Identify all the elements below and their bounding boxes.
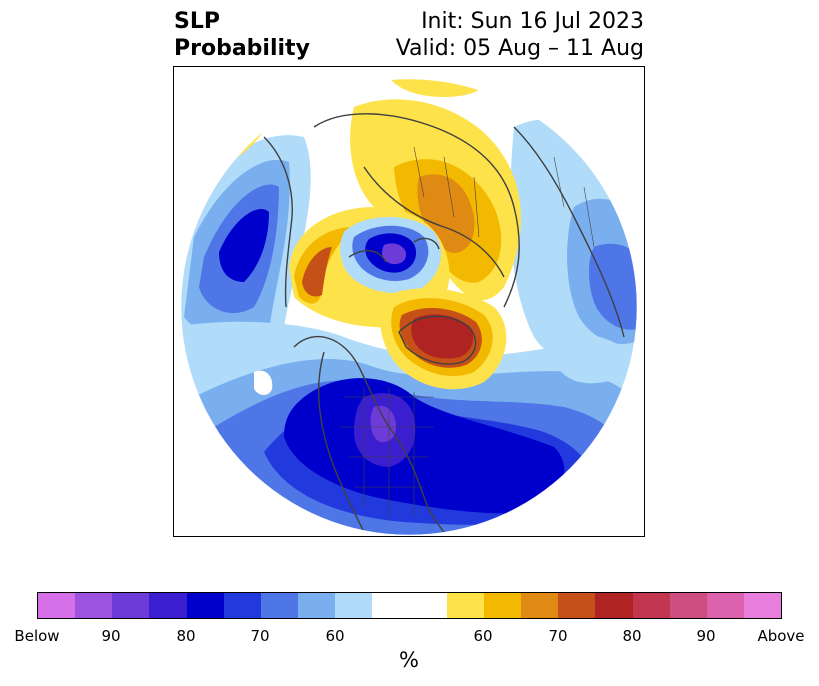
polar-ring-dark-orange [302, 247, 332, 297]
colorbar-swatch-17 [632, 593, 670, 618]
polar-purple-low [381, 243, 407, 265]
colorbar-tick-label: Below [14, 627, 60, 645]
colorbar-swatch-8 [298, 593, 336, 618]
colorbar-tick-label: 60 [473, 627, 493, 645]
colorbar-swatch-10 [372, 593, 410, 618]
title-line-probability: Probability [174, 36, 310, 61]
map-title: SLP Probability [174, 8, 310, 62]
border-grid-2 [363, 387, 415, 517]
colorbar-swatch-2 [75, 593, 113, 618]
colorbar [37, 592, 782, 619]
colorbar-swatch-16 [595, 593, 633, 618]
coast-america-west [318, 351, 365, 533]
coast-greenland [398, 315, 477, 365]
colorbar-swatch-13 [483, 593, 522, 618]
colorbar-tick-label: 60 [325, 627, 345, 645]
colorbar-swatch-4 [149, 593, 187, 618]
title-line-slp: SLP [174, 9, 220, 34]
coast-europe [363, 166, 505, 278]
colorbar-tick-label: 90 [101, 627, 121, 645]
colorbar-unit: % [399, 648, 419, 672]
colorbar-tick-label: 70 [250, 627, 270, 645]
colorbar-swatch-15 [558, 593, 596, 618]
valid-range: Valid: 05 Aug – 11 Aug [395, 36, 644, 61]
coast-asia-east [513, 126, 625, 338]
colorbar-swatch-7 [260, 593, 299, 618]
siberia-blue-70 [589, 243, 637, 330]
north-america-purple-core [370, 405, 396, 443]
southern-blue-core [284, 378, 565, 514]
map-panel [173, 66, 645, 537]
colorbar-swatch-20 [743, 593, 782, 618]
forecast-dates: Init: Sun 16 Jul 2023 Valid: 05 Aug – 11… [396, 8, 644, 62]
colorbar-tick-label: 90 [696, 627, 716, 645]
map-disk-outline [180, 78, 638, 536]
europe-yellow [384, 79, 494, 97]
colorbar-tick-label: Above [757, 627, 805, 645]
colorbar-swatch-19 [706, 593, 744, 618]
colorbar-tick-label: 80 [176, 627, 196, 645]
colorbar-swatch-3 [112, 593, 150, 618]
colorbar-swatch-12 [446, 593, 484, 618]
colorbar-swatch-5 [186, 593, 224, 618]
border-eurasia [413, 146, 595, 248]
pacific-white-hole [254, 370, 273, 395]
init-date: Init: Sun 16 Jul 2023 [421, 9, 644, 34]
colorbar-swatch-9 [335, 593, 373, 618]
colorbar-tick-label: 70 [548, 627, 568, 645]
colorbar-swatch-11 [409, 593, 447, 618]
coast-eurasia [313, 113, 520, 308]
coast-alaska [263, 136, 293, 308]
pacific-blue-core [219, 208, 269, 282]
colorbar-swatch-6 [223, 593, 261, 618]
greenland-red-core [411, 314, 474, 359]
borders [339, 146, 595, 517]
colorbar-tick-label: 80 [622, 627, 642, 645]
colorbar-swatch-1 [38, 593, 76, 618]
colorbar-swatch-18 [669, 593, 707, 618]
probability-map [180, 78, 638, 536]
east-pale-patch [551, 333, 634, 384]
coast-arctic-islands [348, 237, 440, 263]
colorbar-swatch-14 [521, 593, 559, 618]
